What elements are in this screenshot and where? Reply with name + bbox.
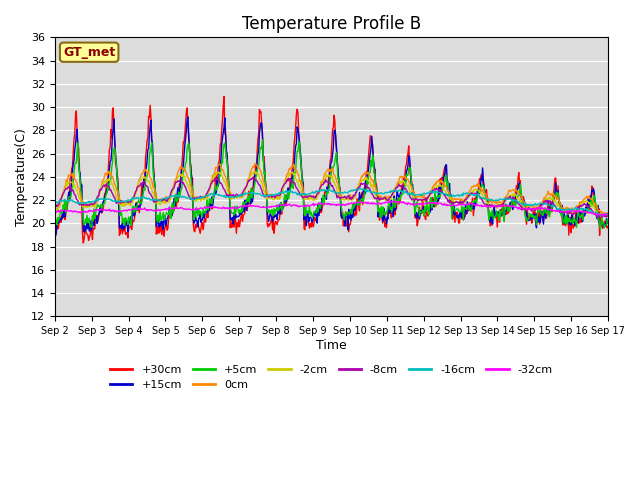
-2cm (604, 213, 612, 219)
-8cm (174, 178, 182, 184)
+15cm (51, 226, 59, 232)
-8cm (204, 190, 211, 196)
-32cm (416, 201, 424, 206)
Line: -8cm: -8cm (55, 178, 608, 217)
+30cm (417, 213, 424, 219)
-16cm (597, 213, 605, 218)
Line: -32cm: -32cm (55, 201, 608, 215)
+30cm (118, 231, 126, 237)
-2cm (416, 197, 424, 203)
-16cm (204, 192, 211, 198)
-8cm (416, 197, 424, 203)
0cm (118, 202, 125, 207)
0cm (61, 184, 68, 190)
-32cm (390, 198, 397, 204)
-32cm (61, 208, 68, 214)
+30cm (51, 230, 59, 236)
-32cm (118, 208, 125, 214)
-8cm (399, 184, 407, 190)
Legend: +30cm, +15cm, +5cm, 0cm, -2cm, -8cm, -16cm, -32cm: +30cm, +15cm, +5cm, 0cm, -2cm, -8cm, -16… (106, 360, 557, 395)
-2cm (399, 179, 407, 184)
-32cm (174, 205, 182, 211)
+30cm (400, 176, 408, 181)
0cm (51, 205, 59, 211)
+5cm (174, 196, 182, 202)
-32cm (600, 212, 607, 218)
-16cm (118, 199, 125, 204)
-2cm (600, 214, 607, 220)
-8cm (604, 214, 612, 219)
0cm (599, 212, 607, 218)
+30cm (79, 240, 87, 246)
-32cm (399, 199, 407, 204)
0cm (252, 161, 259, 167)
+5cm (416, 213, 424, 219)
Line: -2cm: -2cm (55, 171, 608, 217)
Line: +5cm: +5cm (55, 140, 608, 229)
+15cm (400, 183, 408, 189)
+5cm (61, 197, 68, 203)
+30cm (220, 94, 228, 99)
-2cm (251, 168, 259, 174)
-16cm (399, 189, 407, 194)
-2cm (118, 202, 125, 208)
-2cm (61, 187, 68, 192)
Text: GT_met: GT_met (63, 46, 115, 59)
+15cm (175, 195, 182, 201)
-32cm (51, 209, 59, 215)
Line: 0cm: 0cm (55, 164, 608, 215)
Line: +30cm: +30cm (55, 96, 608, 243)
+5cm (118, 211, 125, 216)
-16cm (51, 200, 59, 206)
-2cm (174, 174, 182, 180)
-8cm (118, 199, 125, 205)
+5cm (259, 137, 266, 143)
-8cm (249, 175, 257, 180)
+15cm (417, 208, 424, 214)
-32cm (604, 211, 612, 216)
+15cm (118, 218, 126, 224)
+5cm (596, 226, 604, 232)
Title: Temperature Profile B: Temperature Profile B (242, 15, 421, 33)
-16cm (174, 194, 182, 200)
-2cm (204, 192, 211, 198)
-8cm (61, 188, 68, 193)
0cm (416, 192, 424, 198)
+30cm (61, 216, 68, 222)
Line: +15cm: +15cm (55, 117, 608, 236)
+5cm (399, 188, 407, 194)
-16cm (356, 185, 364, 191)
+30cm (604, 224, 612, 229)
+15cm (205, 201, 212, 206)
-16cm (604, 212, 612, 217)
+30cm (204, 215, 212, 220)
-8cm (598, 214, 605, 220)
+5cm (604, 219, 612, 225)
Y-axis label: Temperature(C): Temperature(C) (15, 128, 28, 226)
+15cm (604, 219, 612, 225)
0cm (604, 210, 612, 216)
X-axis label: Time: Time (316, 339, 347, 352)
+5cm (204, 197, 211, 203)
-16cm (61, 197, 68, 203)
+5cm (51, 218, 59, 224)
-16cm (416, 192, 424, 197)
0cm (174, 169, 182, 175)
-2cm (51, 208, 59, 214)
Line: -16cm: -16cm (55, 188, 608, 216)
+15cm (61, 201, 69, 207)
-8cm (51, 204, 59, 210)
+15cm (52, 233, 60, 239)
+15cm (184, 114, 192, 120)
0cm (399, 173, 407, 179)
-32cm (204, 204, 211, 210)
+30cm (175, 188, 182, 193)
0cm (204, 195, 211, 201)
